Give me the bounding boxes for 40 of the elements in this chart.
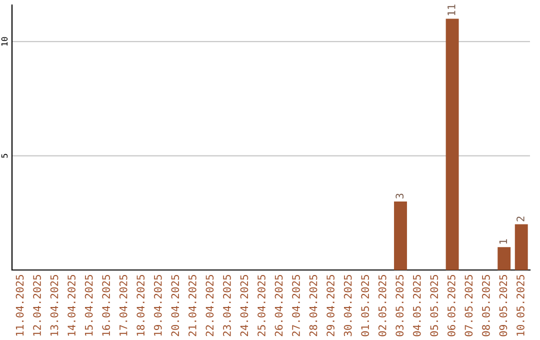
bar xyxy=(514,224,528,270)
x-tick-label: 08.05.2025 xyxy=(482,275,490,336)
bar xyxy=(394,201,407,270)
x-tick-label: 12.04.2025 xyxy=(33,275,41,336)
x-tick-label: 21.04.2025 xyxy=(188,275,196,336)
x-tick-label: 24.04.2025 xyxy=(240,275,248,336)
x-tick-label: 04.05.2025 xyxy=(412,275,421,336)
x-tick-label: 15.04.2025 xyxy=(84,275,93,336)
x-tick-label: 16.04.2025 xyxy=(102,275,110,336)
x-tick-label: 10.05.2025 xyxy=(516,275,524,336)
data-label: 11 xyxy=(448,4,456,16)
x-tick-label: 07.05.2025 xyxy=(464,275,473,336)
x-tick-label: 23.04.2025 xyxy=(223,275,231,336)
x-tick-label: 20.04.2025 xyxy=(171,275,180,336)
x-tick-label: 17.04.2025 xyxy=(119,275,128,336)
x-tick-label: 25.04.2025 xyxy=(258,275,266,336)
bar xyxy=(498,247,511,270)
data-label: 1 xyxy=(499,239,507,244)
data-label: 3 xyxy=(396,194,404,198)
x-tick-label: 14.04.2025 xyxy=(68,275,76,336)
x-tick-label: 22.04.2025 xyxy=(206,275,214,336)
x-tick-label: 13.04.2025 xyxy=(50,275,58,336)
x-tick-label: 27.04.2025 xyxy=(292,275,300,336)
x-tick-label: 30.04.2025 xyxy=(344,275,352,336)
x-tick-label: 28.04.2025 xyxy=(309,275,318,336)
x-tick-label: 29.04.2025 xyxy=(326,275,334,336)
y-tick-label: 5 xyxy=(1,154,8,158)
x-tick-label: 02.05.2025 xyxy=(378,275,386,336)
x-tick-label: 26.04.2025 xyxy=(274,275,283,336)
x-tick-label: 01.05.2025 xyxy=(361,275,370,336)
x-tick-label: 03.05.2025 xyxy=(396,275,404,336)
x-tick-label: 06.05.2025 xyxy=(447,275,456,336)
x-tick-label: 05.05.2025 xyxy=(430,275,438,336)
x-tick-label: 18.04.2025 xyxy=(136,275,145,336)
bar xyxy=(446,18,459,270)
data-label: 2 xyxy=(516,216,524,222)
x-tick-label: 09.05.2025 xyxy=(499,275,508,336)
x-tick-label: 19.04.2025 xyxy=(154,275,162,336)
y-tick-label: 10 xyxy=(1,37,8,46)
x-tick-label: 11.04.2025 xyxy=(16,275,24,336)
